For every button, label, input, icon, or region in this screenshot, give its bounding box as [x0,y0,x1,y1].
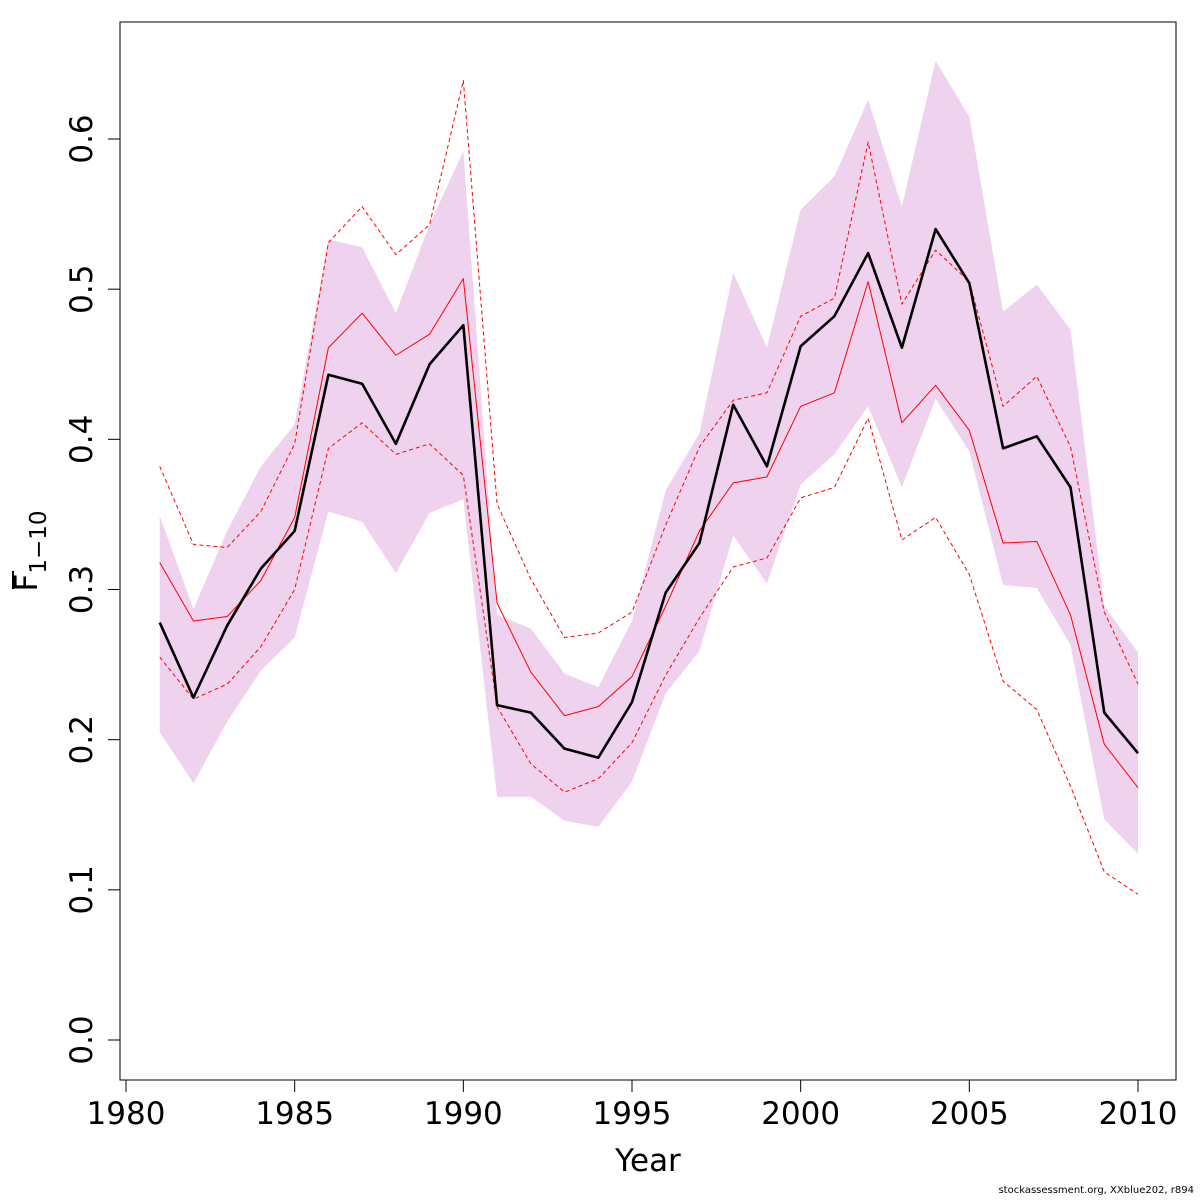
y-axis: 0.0 0.1 0.2 0.3 0.4 0.5 0.6 [64,114,121,1065]
x-tick-label: 1990 [424,1096,503,1132]
series-line-red-solid [159,278,1139,789]
series-line-estimate [158,227,1139,759]
y-tick-label: 0.5 [64,265,100,314]
footer-credit: stockassessment.org, XXblue202, r894 [998,1185,1194,1196]
y-tick-label: 0.6 [64,114,100,163]
confidence-band [159,60,1138,854]
x-tick-label: 1985 [255,1096,334,1132]
y-axis-title-base: F [9,574,45,592]
x-tick-label: 2005 [930,1096,1009,1132]
y-axis-title: F1−10 [9,510,52,591]
series-line-red-dashed [159,417,1139,895]
x-tick-label: 2010 [1099,1096,1178,1132]
y-axis-title-subscript: 1−10 [26,510,52,573]
series-layer [158,79,1139,895]
x-axis: 1980 1985 1990 1995 2000 2005 2010 [87,1079,1178,1132]
series-line-red-dashed [159,79,1139,685]
x-tick-label: 1995 [593,1096,672,1132]
y-tick-label: 0.2 [64,715,100,764]
confidence-band-layer [159,60,1138,854]
y-tick-label: 0.1 [64,865,100,914]
x-tick-label: 2000 [761,1096,840,1132]
svg-text:F1−10: F1−10 [9,510,52,591]
y-tick-label: 0.0 [64,1015,100,1064]
x-axis-title: Year [614,1143,681,1179]
x-tick-label: 1980 [87,1096,166,1132]
y-tick-label: 0.3 [64,565,100,614]
y-tick-label: 0.4 [64,415,100,464]
